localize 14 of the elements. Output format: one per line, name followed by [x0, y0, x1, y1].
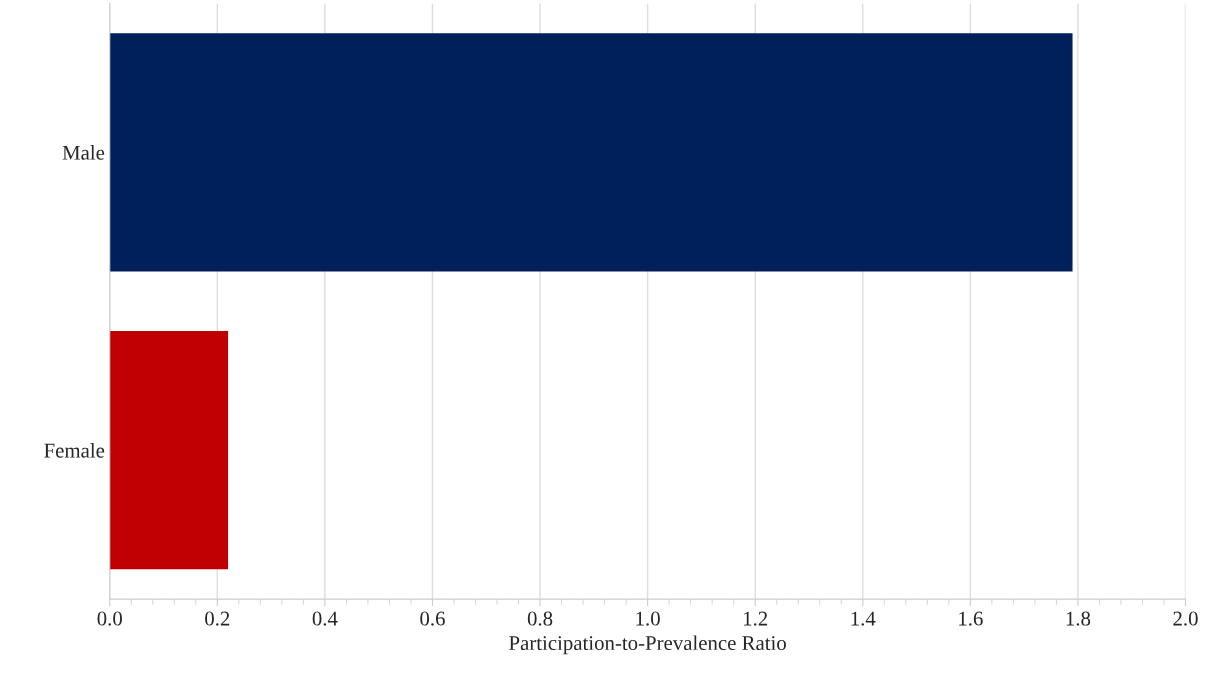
y-tick-label: Female: [44, 442, 105, 458]
x-axis-title: Participation-to-Prevalence Ratio: [509, 635, 786, 655]
x-tick-label: 0.0: [97, 611, 122, 626]
x-tick-label: 1.0: [636, 611, 660, 626]
x-tick-label: 1.8: [1066, 611, 1091, 626]
x-tick-label: 0.8: [527, 611, 553, 626]
x-tick-label: 1.2: [744, 611, 768, 626]
x-tick-label: 0.6: [420, 611, 445, 626]
y-tick-label: Male: [62, 145, 105, 160]
x-tick-label: 1.6: [959, 611, 983, 626]
x-tick-label: 0.2: [205, 611, 230, 626]
x-tick-label: 0.4: [312, 611, 338, 626]
x-tick-label: 2.0: [1173, 611, 1198, 626]
x-tick-label: 1.4: [851, 611, 876, 626]
